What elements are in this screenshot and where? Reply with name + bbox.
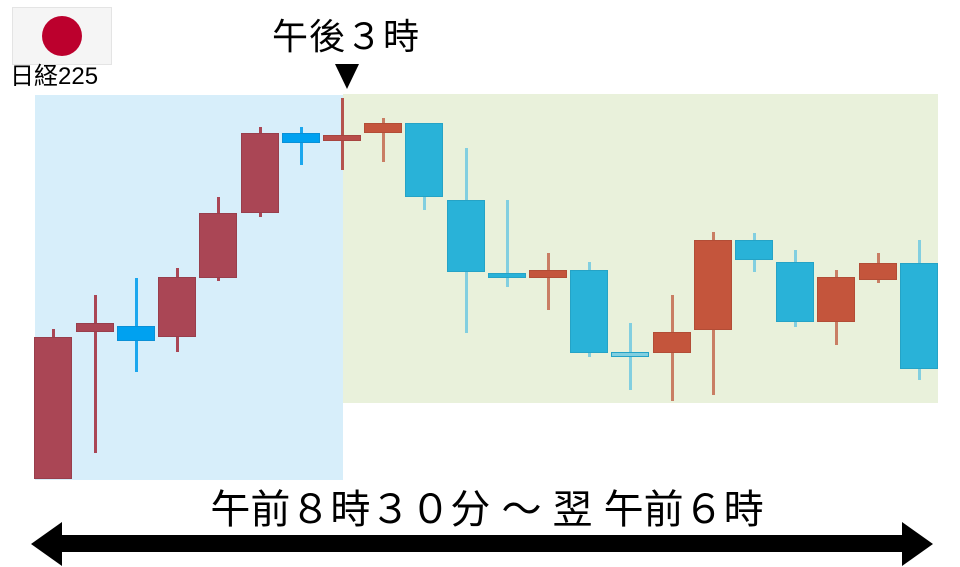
time-range-arrow bbox=[58, 535, 906, 552]
candle-body bbox=[570, 270, 608, 353]
candle-body bbox=[611, 352, 649, 357]
candle-body bbox=[447, 200, 485, 272]
candle-wick bbox=[546, 253, 550, 310]
candle-wick bbox=[340, 98, 344, 170]
candle-body bbox=[364, 123, 402, 133]
candle-body bbox=[776, 262, 814, 322]
candle-body bbox=[34, 337, 72, 479]
candle-body bbox=[488, 273, 526, 278]
candle-body bbox=[199, 213, 237, 278]
candle-body bbox=[653, 332, 691, 353]
candle-body bbox=[323, 135, 361, 141]
candle-body bbox=[859, 263, 897, 280]
candle-wick bbox=[381, 118, 385, 162]
candle-body bbox=[158, 277, 196, 337]
candle-wick bbox=[299, 127, 303, 165]
session-end-time-label: 午後３時 bbox=[271, 16, 420, 57]
candle-body bbox=[76, 323, 114, 332]
candle-body bbox=[405, 123, 443, 197]
japan-flag-circle bbox=[42, 16, 82, 56]
arrow-right-icon bbox=[902, 522, 933, 566]
candle-body bbox=[900, 263, 938, 369]
candle-body bbox=[117, 326, 155, 341]
index-name-label: 日経225 bbox=[10, 63, 99, 90]
down-triangle-icon bbox=[335, 64, 359, 89]
candle-wick bbox=[505, 200, 509, 287]
candle-body bbox=[529, 270, 567, 278]
candle-body bbox=[282, 133, 320, 143]
arrow-left-icon bbox=[31, 522, 62, 566]
candle-body bbox=[694, 240, 732, 330]
candle-wick bbox=[93, 295, 97, 453]
japan-flag-icon bbox=[12, 7, 112, 65]
candle-wick bbox=[134, 278, 138, 372]
candle-body bbox=[817, 277, 855, 322]
candle-body bbox=[241, 133, 279, 213]
trading-hours-label: 午前８時３０分 ～ 翌 午前６時 bbox=[210, 488, 764, 532]
candle-body bbox=[735, 240, 773, 260]
